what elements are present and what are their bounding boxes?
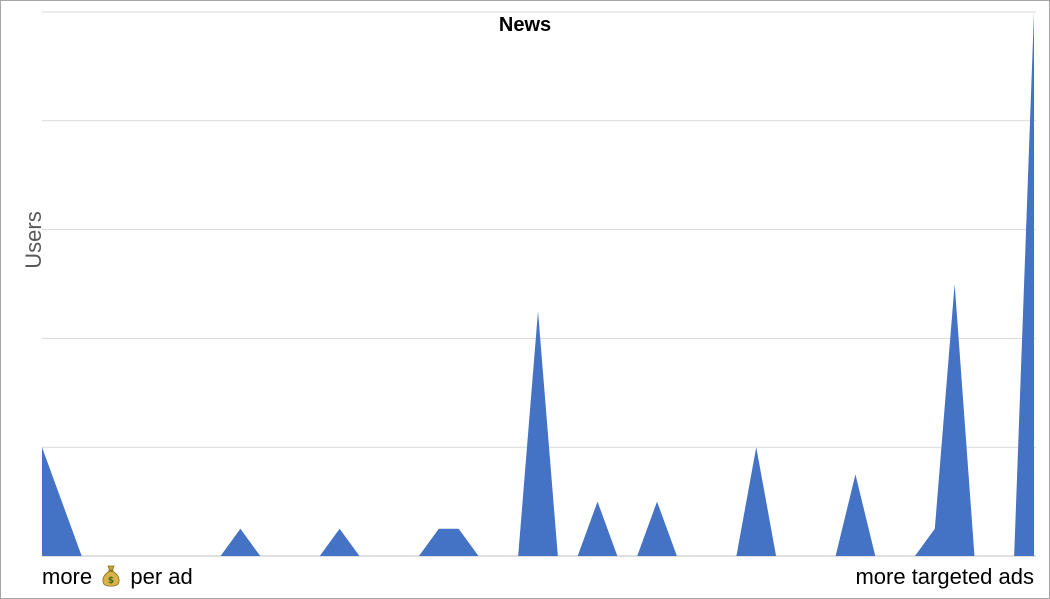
x-axis-left-text-1: more xyxy=(42,564,93,589)
x-axis-right-label: more targeted ads xyxy=(855,564,1034,589)
x-axis-left-text-2: per ad xyxy=(130,564,193,589)
area-fill xyxy=(42,12,1034,556)
moneybag-icon: $ xyxy=(102,565,120,587)
chart-title: News xyxy=(498,14,552,36)
series-users xyxy=(42,12,1034,556)
x-axis-left-label: more $ per ad xyxy=(42,564,193,590)
svg-text:$: $ xyxy=(108,576,114,586)
